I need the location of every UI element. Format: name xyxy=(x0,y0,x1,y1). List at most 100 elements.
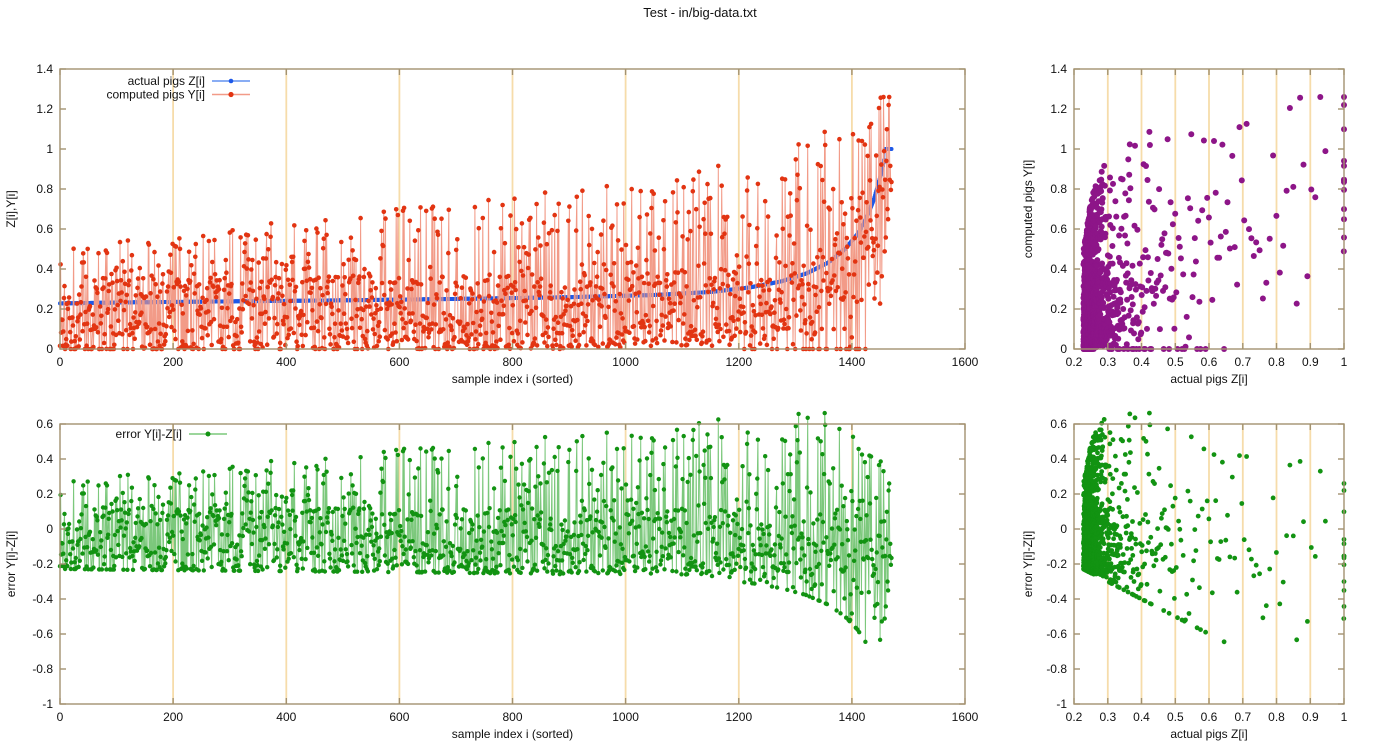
y-tick-label: 1 xyxy=(46,142,53,156)
x-tick-label: 0.7 xyxy=(1234,355,1251,369)
y-tick-label: 0 xyxy=(46,342,53,356)
panel-top-right: 0.2 0.3 0.4 0.5 0.6 0.7 0.8 0.9 100.20.40.60.811… xyxy=(1021,62,1348,386)
legend-label: error Y[i]-Z[i] xyxy=(116,427,182,441)
y-tick-label: 1.4 xyxy=(36,62,53,76)
x-tick-label: 0.3 xyxy=(1099,710,1116,724)
y-tick-label: 0.4 xyxy=(1050,262,1067,276)
y-tick-label: -0.4 xyxy=(1046,592,1067,606)
x-tick-label: 1600 xyxy=(952,355,979,369)
y-tick-label: -0.2 xyxy=(32,557,53,571)
x-tick-label: 0.2 xyxy=(1066,710,1083,724)
y-tick-label: -0.8 xyxy=(1046,662,1067,676)
x-tick-label: 0.2 xyxy=(1066,355,1083,369)
panel-bottom-left: 0 200 400 600 800 1000 1200 1400 1600 -1 -0.8 -0.6 -… xyxy=(4,410,979,741)
panel-top-left: 0 200 400 600 800 1000 1200 1400 1600 0 0.2 0.4 0.6 0… xyxy=(4,62,979,386)
y-tick-label: 0.4 xyxy=(36,262,53,276)
axes: 0 200 400 600 800 1000 1200 1400 1600 -1 -0.8 -0.6 -… xyxy=(32,417,978,724)
y-tick-label: -0.8 xyxy=(32,662,53,676)
y-tick-label: 0.6 xyxy=(36,417,53,431)
y-axis-label: Z[i],Y[i] xyxy=(4,190,18,227)
x-axis-label: actual pigs Z[i] xyxy=(1170,372,1247,386)
y-tick-label: 0.6 xyxy=(1050,417,1067,431)
axes: 0.2 0.3 0.4 0.5 0.6 0.7 0.8 0.9 100.20.40.60.811… xyxy=(1050,62,1347,369)
axes: 0 200 400 600 800 1000 1200 1400 1600 0 0.2 0.4 0.6 0… xyxy=(36,62,978,369)
y-tick-label: 0 xyxy=(46,522,53,536)
y-tick-label: -1 xyxy=(1056,697,1067,711)
y-tick-label: -1 xyxy=(42,697,53,711)
x-tick-label: 0.4 xyxy=(1133,710,1150,724)
y-tick-label: 0.8 xyxy=(1050,182,1067,196)
legend-item-computed-pigs-y: computed pigs Y[i] xyxy=(106,88,250,102)
y-tick-label: -0.2 xyxy=(1046,557,1067,571)
legend: error Y[i]-Z[i] xyxy=(116,427,227,441)
x-tick-label: 1 xyxy=(1341,355,1348,369)
series-computed-pigs-y xyxy=(57,94,894,352)
x-tick-label: 800 xyxy=(502,710,522,724)
y-tick-label: 1 xyxy=(1060,142,1067,156)
x-tick-label: 0.4 xyxy=(1133,355,1150,369)
x-tick-label: 1600 xyxy=(952,710,979,724)
x-tick-label: 0.6 xyxy=(1201,710,1218,724)
x-tick-label: 200 xyxy=(163,710,183,724)
y-tick-label: 0.4 xyxy=(1050,452,1067,466)
x-tick-label: 400 xyxy=(276,710,296,724)
y-tick-label: 0.2 xyxy=(1050,487,1067,501)
x-tick-label: 0.6 xyxy=(1201,355,1218,369)
y-tick-label: 1.4 xyxy=(1050,62,1067,76)
x-tick-label: 0.8 xyxy=(1268,710,1285,724)
x-tick-label: 1000 xyxy=(612,355,639,369)
legend-item-error-y-z: error Y[i]-Z[i] xyxy=(116,427,227,441)
legend-point-sample xyxy=(205,431,211,437)
x-axis-label: sample index i (sorted) xyxy=(452,372,573,386)
y-tick-label: -0.6 xyxy=(32,627,53,641)
x-tick-label: 0.9 xyxy=(1302,355,1319,369)
panel-bottom-right: 0.2 0.3 0.4 0.5 0.6 0.7 0.8 0.9 1 -1 -0.8 -0.6 -0.4 -… xyxy=(1021,410,1348,741)
series-computed-vs-actual xyxy=(1080,94,1347,352)
x-tick-label: 1400 xyxy=(839,355,866,369)
series-error-vs-actual xyxy=(1081,410,1347,645)
legend-item-actual-pigs-z: actual pigs Z[i] xyxy=(128,74,250,88)
x-tick-label: 0.9 xyxy=(1302,710,1319,724)
gridlines xyxy=(1106,424,1312,704)
x-tick-label: 0.5 xyxy=(1167,710,1184,724)
x-tick-label: 600 xyxy=(389,355,409,369)
y-axis-label: error Y[i]-Z[i] xyxy=(4,531,18,597)
x-tick-label: 1 xyxy=(1341,710,1348,724)
x-tick-label: 0 xyxy=(57,710,64,724)
y-tick-label: 0.4 xyxy=(36,452,53,466)
y-tick-label: 0.2 xyxy=(1050,302,1067,316)
x-tick-label: 0.7 xyxy=(1234,710,1251,724)
y-tick-label: 0 xyxy=(1060,522,1067,536)
y-tick-label: 0.2 xyxy=(36,487,53,501)
axes: 0.2 0.3 0.4 0.5 0.6 0.7 0.8 0.9 1 -1 -0.8 -0.6 -0.4 -… xyxy=(1046,417,1347,724)
y-tick-label: 0 xyxy=(1060,342,1067,356)
x-tick-label: 800 xyxy=(502,355,522,369)
y-tick-label: 0.8 xyxy=(36,182,53,196)
x-tick-label: 400 xyxy=(276,355,296,369)
x-axis-label: sample index i (sorted) xyxy=(452,727,573,741)
y-tick-label: 0.6 xyxy=(36,222,53,236)
legend-point-sample xyxy=(228,91,234,98)
x-tick-label: 0 xyxy=(57,355,64,369)
series-error-y-z xyxy=(57,410,894,644)
legend-label: computed pigs Y[i] xyxy=(106,88,205,102)
y-axis-label: error Y[i]-Z[i] xyxy=(1021,531,1035,597)
y-tick-label: -0.6 xyxy=(1046,627,1067,641)
x-tick-label: 1200 xyxy=(725,710,752,724)
x-tick-label: 1000 xyxy=(612,710,639,724)
x-axis-label: actual pigs Z[i] xyxy=(1170,727,1247,741)
x-tick-label: 0.3 xyxy=(1099,355,1116,369)
x-tick-label: 1400 xyxy=(839,710,866,724)
x-tick-label: 600 xyxy=(389,710,409,724)
legend-label: actual pigs Z[i] xyxy=(128,74,205,88)
legend-point-sample xyxy=(228,78,234,84)
y-tick-label: 0.2 xyxy=(36,302,53,316)
gridlines xyxy=(172,424,853,704)
y-tick-label: 0.6 xyxy=(1050,222,1067,236)
y-tick-label: -0.4 xyxy=(32,592,53,606)
legend: actual pigs Z[i]computed pigs Y[i] xyxy=(106,74,250,102)
y-axis-label: computed pigs Y[i] xyxy=(1021,160,1035,259)
x-tick-label: 200 xyxy=(163,355,183,369)
